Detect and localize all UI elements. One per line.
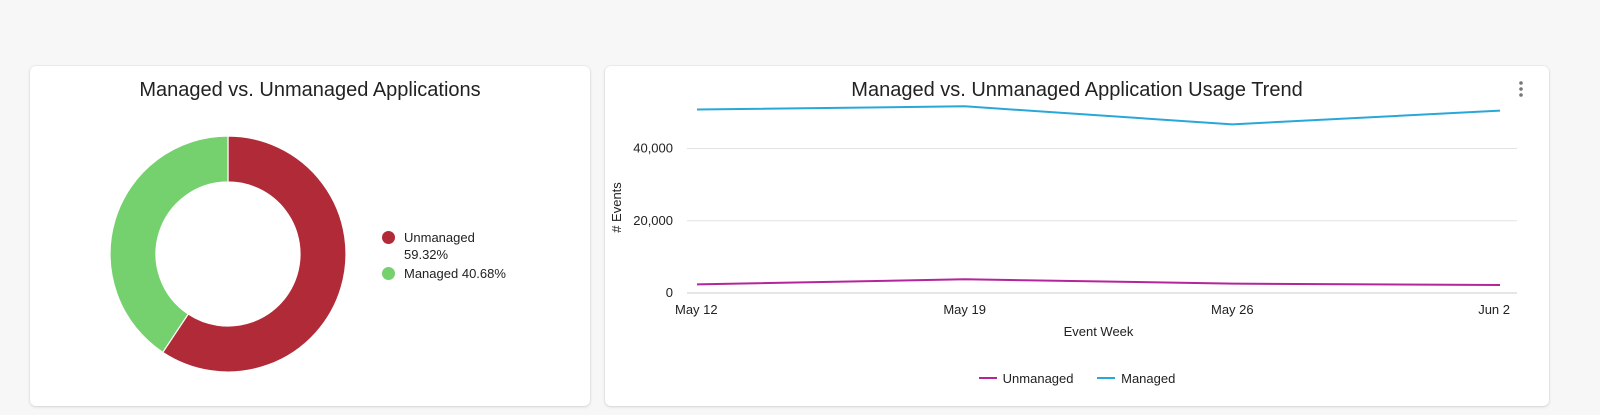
series-line-unmanaged[interactable]: [696, 278, 1501, 287]
x-axis-title: Event Week: [1064, 324, 1134, 339]
y-tick-label: 0: [666, 285, 673, 300]
trend-legend: Unmanaged Managed: [605, 367, 1549, 386]
legend-value-unmanaged: 59.32%: [404, 247, 449, 262]
legend-label-managed-series: Managed: [1121, 370, 1176, 386]
legend-item-managed-series[interactable]: Managed: [1097, 371, 1175, 386]
kebab-menu-icon[interactable]: [1515, 80, 1527, 98]
data-point-unmanaged[interactable]: [1229, 281, 1235, 287]
legend-label-unmanaged-series: Unmanaged: [1002, 370, 1074, 386]
legend-item-unmanaged[interactable]: Unmanaged 59.32%: [382, 229, 506, 263]
data-point-managed[interactable]: [962, 103, 968, 109]
legend-item-unmanaged-series[interactable]: Unmanaged: [978, 370, 1074, 386]
legend-label-unmanaged: Unmanaged: [404, 230, 475, 245]
data-point-managed[interactable]: [1497, 108, 1503, 114]
trend-chart-card: Managed vs. Unmanaged Application Usage …: [605, 66, 1549, 406]
x-tick-label: Jun 2: [1478, 302, 1510, 317]
data-point-managed[interactable]: [1229, 121, 1235, 127]
x-tick-label: May 26: [1211, 302, 1254, 317]
y-tick-label: 40,000: [633, 141, 673, 156]
legend-line-unmanaged: [978, 377, 997, 379]
series-line-managed[interactable]: [696, 105, 1501, 126]
donut-slice-unmanaged[interactable]: [161, 135, 347, 373]
line-chart: 0 20,000 40,000 May 12 May 19 May 26 Jun 2 Even…: [609, 103, 1517, 339]
y-axis-title: # Events: [609, 182, 624, 233]
legend-dot-managed: [382, 267, 395, 280]
data-point-unmanaged[interactable]: [694, 281, 700, 287]
data-point-managed[interactable]: [694, 107, 700, 113]
donut-chart-card: Managed vs. Unmanaged Applications Unman…: [30, 66, 590, 406]
trend-chart-title: Managed vs. Unmanaged Application Usage …: [851, 79, 1303, 101]
legend-item-managed[interactable]: Managed 40.68%: [382, 265, 506, 282]
x-tick-label: May 12: [675, 302, 718, 317]
donut-chart-title: Managed vs. Unmanaged Applications: [139, 79, 481, 101]
legend-dot-unmanaged: [382, 231, 395, 244]
legend-line-managed: [1097, 377, 1116, 379]
legend-label-managed: Managed: [404, 266, 459, 281]
donut-chart: [109, 135, 347, 373]
x-tick-label: May 19: [943, 302, 986, 317]
donut-slice-managed[interactable]: [109, 135, 229, 354]
donut-legend: Unmanaged 59.32% Managed 40.68%: [382, 229, 506, 284]
data-point-unmanaged[interactable]: [962, 276, 968, 282]
data-point-unmanaged[interactable]: [1497, 282, 1503, 288]
y-tick-label: 20,000: [633, 213, 673, 228]
legend-value-managed: 40.68%: [461, 266, 506, 281]
